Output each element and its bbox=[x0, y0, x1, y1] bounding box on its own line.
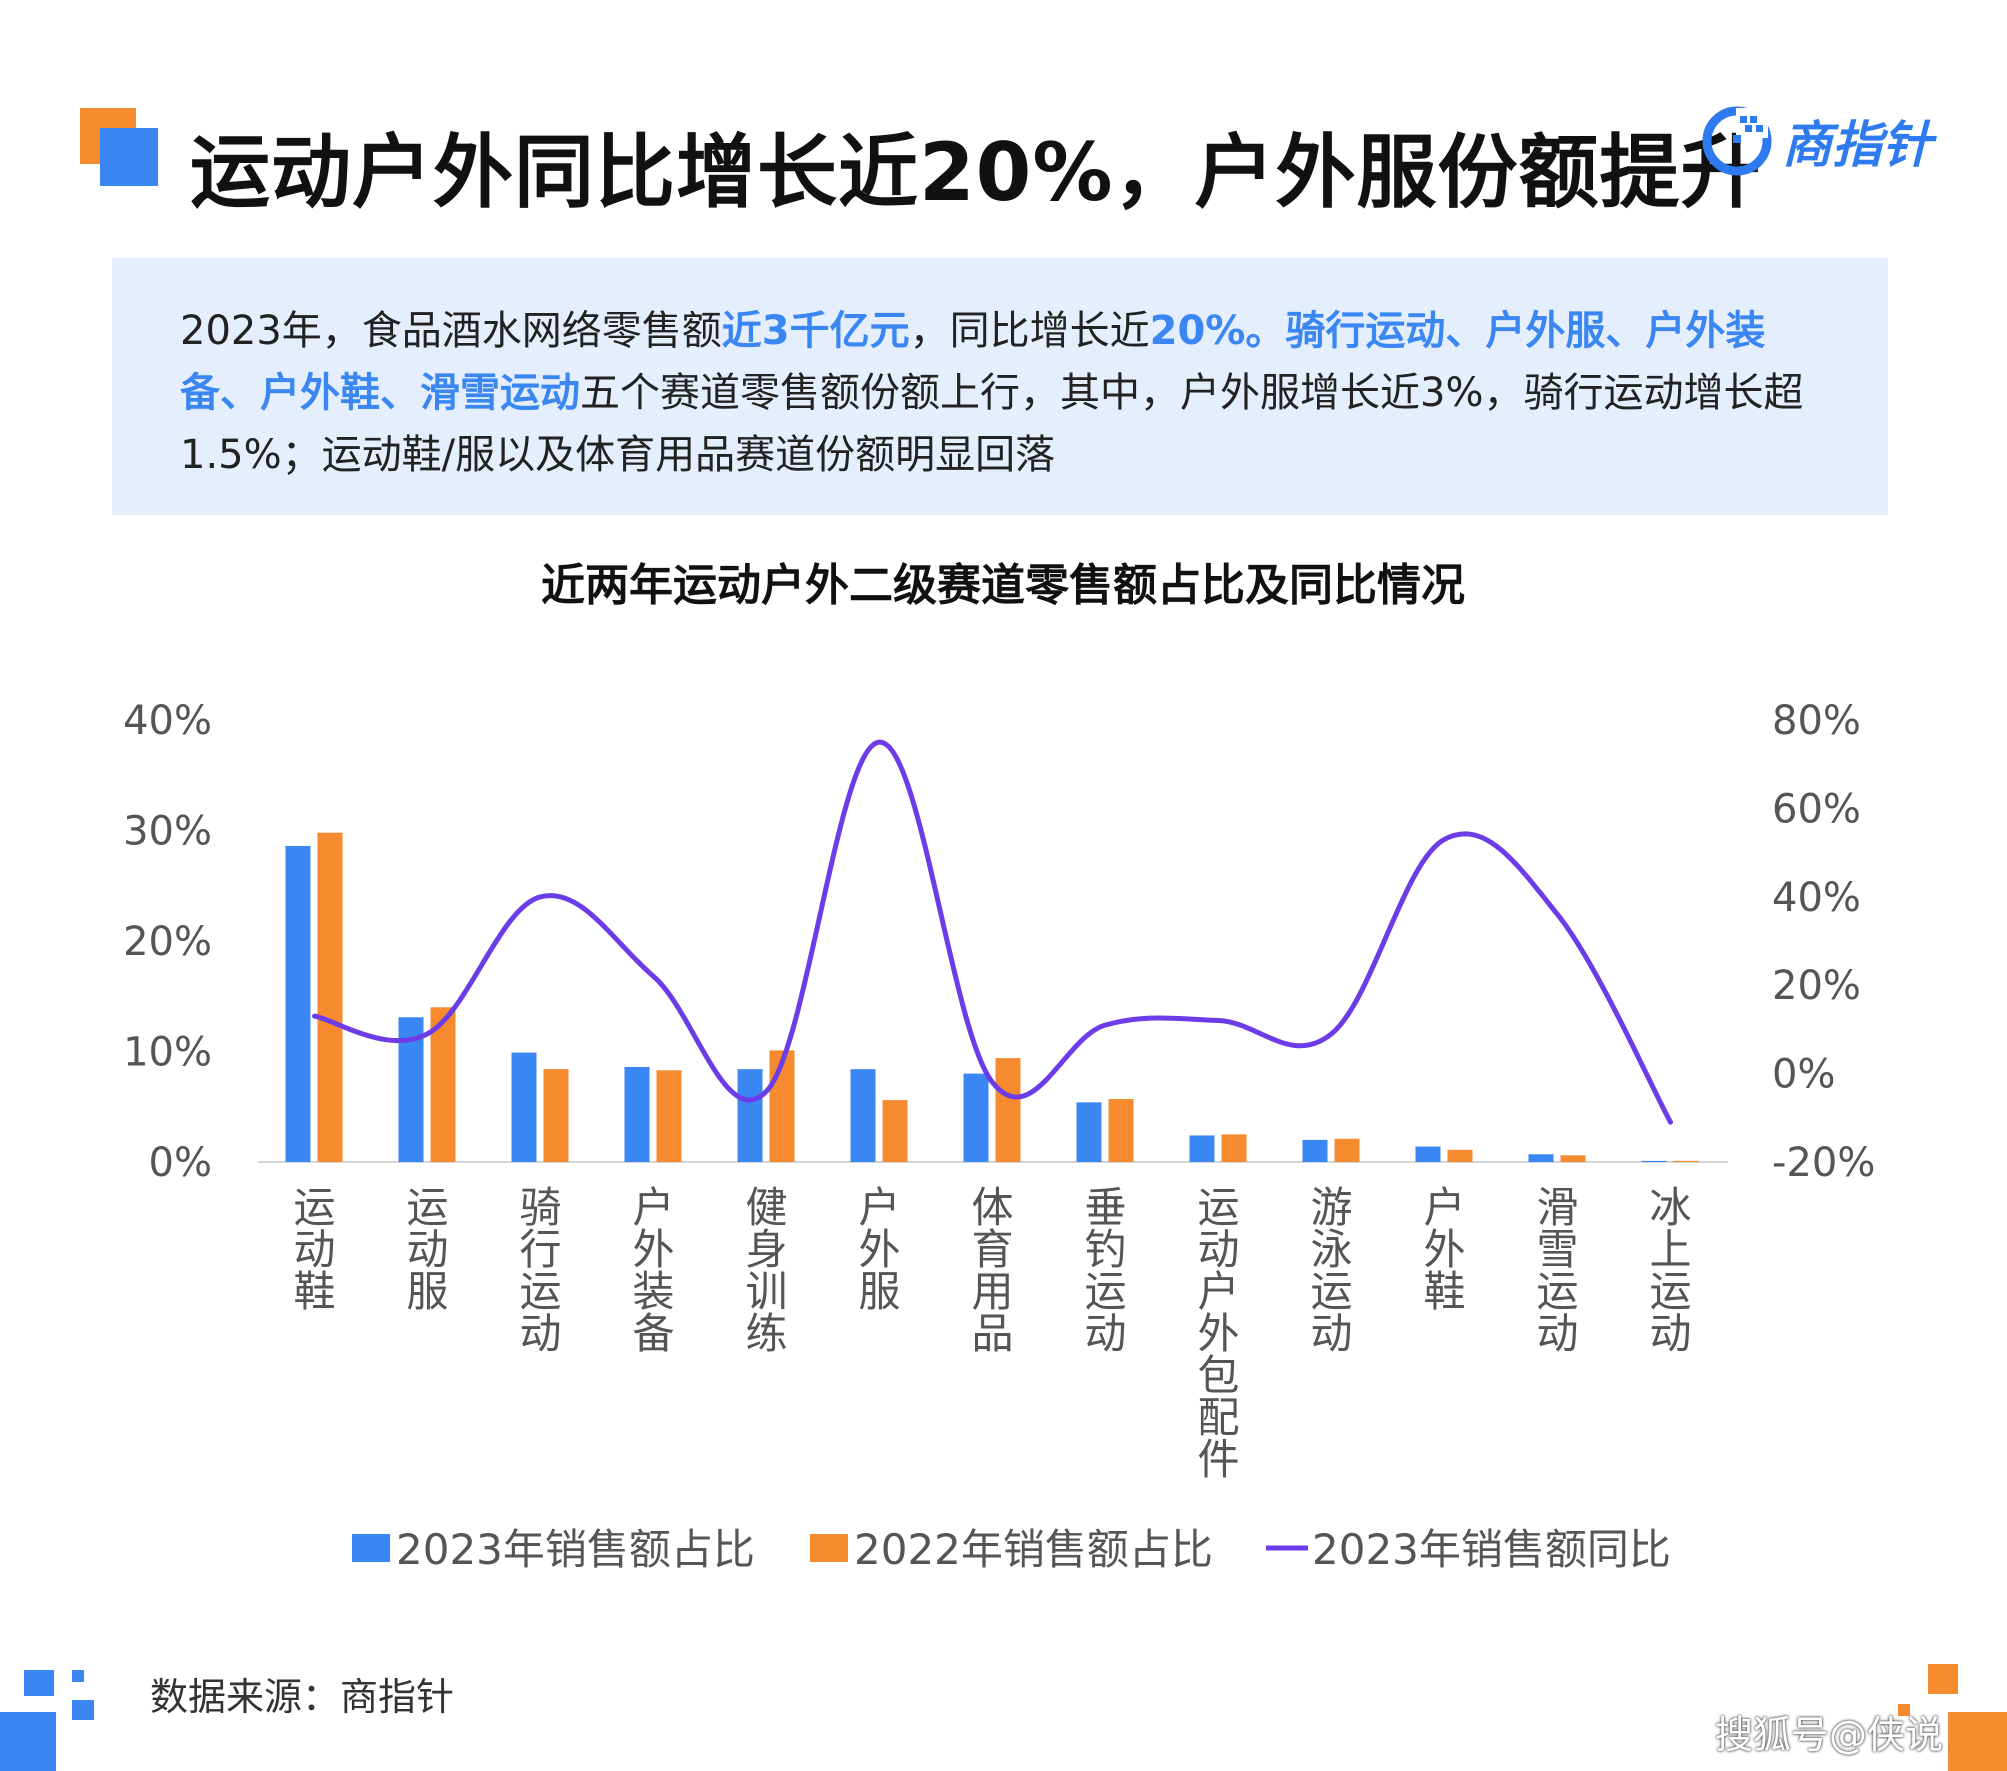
bar-2023 bbox=[624, 1066, 650, 1162]
bar-2022 bbox=[1673, 1160, 1699, 1162]
left-axis: 40% 30% 20% 10% 0% bbox=[123, 698, 212, 1186]
data-source: 数据来源：商指针 bbox=[150, 1675, 455, 1719]
footer-deco-orange-1 bbox=[1928, 1664, 1958, 1694]
summary-text-1: 2023年，食品酒水网络零售额 bbox=[180, 308, 722, 354]
bar-series bbox=[285, 832, 1699, 1162]
footer-deco-blue-3 bbox=[72, 1700, 94, 1720]
category-label: 冰上运动 bbox=[1649, 1183, 1691, 1358]
left-axis-tick-label: 0% bbox=[149, 1140, 212, 1186]
left-axis-tick-label: 20% bbox=[123, 919, 212, 965]
bar-2023 bbox=[963, 1073, 989, 1162]
bar-2022 bbox=[995, 1058, 1021, 1162]
brand-logo: 商指针 bbox=[1700, 104, 1932, 178]
footer-deco-blue-4 bbox=[0, 1712, 56, 1771]
category-label: 垂钓运动 bbox=[1084, 1183, 1126, 1358]
category-label: 运动鞋 bbox=[293, 1183, 335, 1316]
bar-2023 bbox=[285, 845, 311, 1162]
summary-text-3: 五个赛道零售额份额上行，其中，户外服增长近3%，骑行运动增长超1.5%；运动鞋/… bbox=[180, 370, 1804, 478]
bar-2023 bbox=[1189, 1135, 1215, 1162]
footer-deco-blue-2 bbox=[72, 1670, 84, 1682]
bar-2023 bbox=[1528, 1154, 1554, 1162]
bar-2022 bbox=[430, 1007, 456, 1162]
footer-deco-orange-3 bbox=[1948, 1712, 2007, 1771]
legend-label-2022: 2022年销售额占比 bbox=[854, 1525, 1213, 1574]
legend-swatch-2022 bbox=[810, 1534, 848, 1562]
category-label: 户外装备 bbox=[632, 1183, 674, 1358]
combo-chart: 近两年运动户外二级赛道零售额占比及同比情况 40% 30% 20% 10% 0% 80%… bbox=[123, 560, 1875, 1574]
bar-2022 bbox=[1108, 1099, 1134, 1162]
category-label: 户外服 bbox=[858, 1183, 900, 1316]
right-axis-tick-label: 80% bbox=[1772, 698, 1861, 744]
bar-2022 bbox=[1447, 1149, 1473, 1162]
right-axis-tick-label: -20% bbox=[1772, 1140, 1875, 1186]
pointer-dial-icon bbox=[1702, 106, 1772, 176]
footer-deco-orange-2 bbox=[1898, 1704, 1910, 1716]
left-axis-tick-label: 30% bbox=[123, 809, 212, 855]
logo-text: 商指针 bbox=[1782, 116, 1932, 174]
bar-2023 bbox=[1415, 1146, 1441, 1162]
left-axis-tick-label: 10% bbox=[123, 1030, 212, 1076]
category-labels: 运动鞋 运动服 骑行运动 户外装备 健身训练 户外服 体育用品 垂钓运动 运动户外包配件 游泳运动… bbox=[293, 1183, 1691, 1484]
legend-label-yoy: 2023年销售额同比 bbox=[1312, 1525, 1671, 1574]
bar-2022 bbox=[882, 1100, 908, 1162]
chart-title: 近两年运动户外二级赛道零售额占比及同比情况 bbox=[541, 560, 1465, 611]
yoy-line bbox=[312, 739, 1673, 1125]
bar-2022 bbox=[317, 832, 343, 1162]
legend-label-2023: 2023年销售额占比 bbox=[396, 1525, 755, 1574]
summary-highlight-1: 近3千亿元 bbox=[721, 308, 910, 354]
watermark: 搜狐号@侠说 bbox=[1715, 1713, 1944, 1757]
bar-2022 bbox=[1221, 1134, 1247, 1162]
category-label: 运动服 bbox=[406, 1183, 448, 1316]
page-title: 运动户外同比增长近20%，户外服份额提升 bbox=[190, 126, 1762, 219]
bar-2023 bbox=[737, 1069, 763, 1162]
line-series bbox=[312, 739, 1673, 1125]
bar-2023 bbox=[511, 1052, 537, 1162]
bar-2022 bbox=[1560, 1155, 1586, 1162]
bar-2023 bbox=[1641, 1160, 1667, 1162]
right-axis-tick-label: 60% bbox=[1772, 786, 1861, 832]
legend: 2023年销售额占比 2022年销售额占比 2023年销售额同比 bbox=[352, 1525, 1671, 1574]
footer-deco-blue-1 bbox=[24, 1670, 54, 1696]
bar-2022 bbox=[1334, 1138, 1360, 1162]
bar-2022 bbox=[543, 1069, 569, 1162]
title-deco-blue-square bbox=[100, 128, 158, 186]
summary-box: 2023年，食品酒水网络零售额近3千亿元，同比增长近20%。骑行运动、户外服、户… bbox=[112, 258, 1888, 515]
category-label: 体育用品 bbox=[971, 1183, 1013, 1358]
legend-swatch-2023 bbox=[352, 1534, 390, 1562]
summary-text-2: ，同比增长近 bbox=[909, 308, 1150, 354]
bar-2023 bbox=[1302, 1139, 1328, 1162]
right-axis-tick-label: 0% bbox=[1772, 1052, 1835, 1098]
right-axis: 80% 60% 40% 20% 0% -20% bbox=[1772, 698, 1875, 1186]
right-axis-tick-label: 40% bbox=[1772, 875, 1861, 921]
bar-2022 bbox=[656, 1070, 682, 1162]
category-label: 滑雪运动 bbox=[1536, 1183, 1578, 1358]
category-label: 骑行运动 bbox=[519, 1183, 561, 1358]
bar-2023 bbox=[850, 1069, 876, 1162]
right-axis-tick-label: 20% bbox=[1772, 963, 1861, 1009]
category-label: 游泳运动 bbox=[1310, 1183, 1352, 1358]
bar-2023 bbox=[1076, 1102, 1102, 1162]
left-axis-tick-label: 40% bbox=[123, 698, 212, 744]
summary-highlight-2: 20%。骑行运动、户外服、户外装备、户外鞋、滑雪运动 bbox=[180, 308, 1766, 416]
category-label: 健身训练 bbox=[745, 1183, 787, 1358]
category-label: 运动户外包配件 bbox=[1197, 1183, 1239, 1484]
category-label: 户外鞋 bbox=[1423, 1183, 1465, 1316]
